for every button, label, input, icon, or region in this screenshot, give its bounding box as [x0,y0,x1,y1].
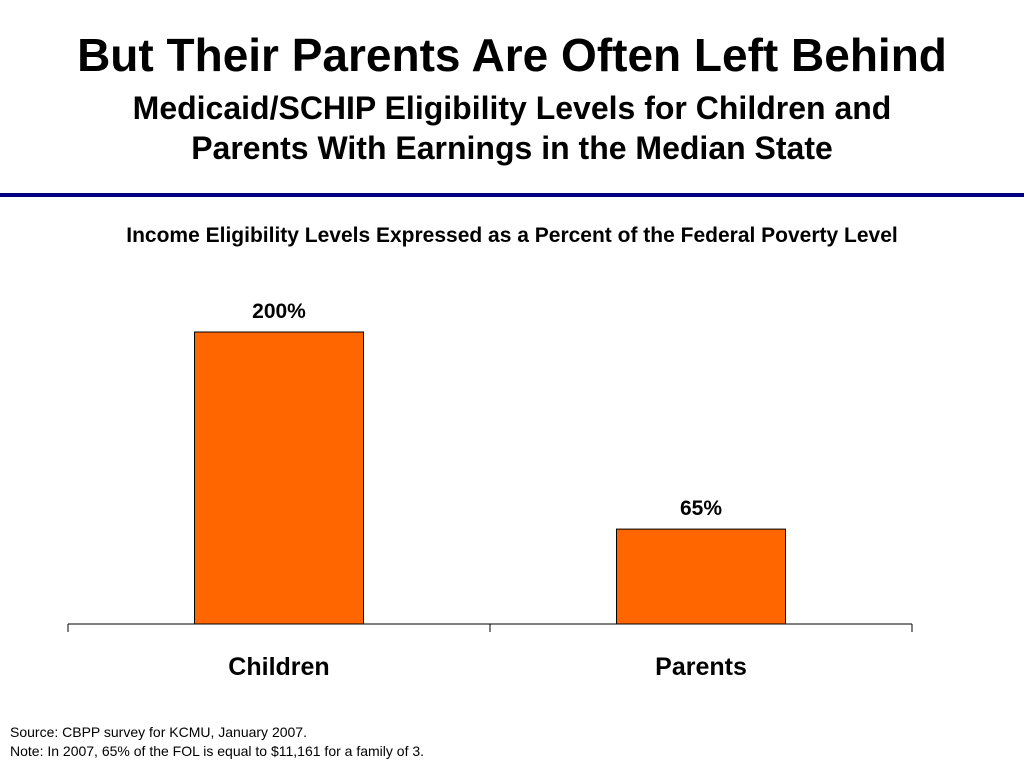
poverty-level-note: Note: In 2007, 65% of the FOL is equal t… [10,743,425,759]
footnote: Source: CBPP survey for KCMU, January 20… [10,723,424,761]
tick-label-parents: Parents [655,653,747,681]
slide-title: But Their Parents Are Often Left Behind [77,29,947,81]
bar-parents [616,528,786,625]
source-note: Source: CBPP survey for KCMU, January 20… [10,724,307,740]
chart-title: Income Eligibility Levels Expressed as a… [126,224,898,247]
x-axis [67,623,913,632]
slide-subtitle-line-2: Parents With Earnings in the Median Stat… [191,130,833,166]
tick-label-children: Children [228,653,329,681]
labels-layer: 200% Children 65% Parents [228,300,747,681]
data-label-children: 200% [252,300,306,323]
bars-layer [194,331,786,625]
bar-children [194,331,364,625]
slide-subtitle: Medicaid/SCHIP Eligibility Levels for Ch… [0,88,1024,168]
title-divider [0,193,1024,197]
data-label-parents: 65% [680,497,722,520]
slide-subtitle-line-1: Medicaid/SCHIP Eligibility Levels for Ch… [132,90,892,126]
